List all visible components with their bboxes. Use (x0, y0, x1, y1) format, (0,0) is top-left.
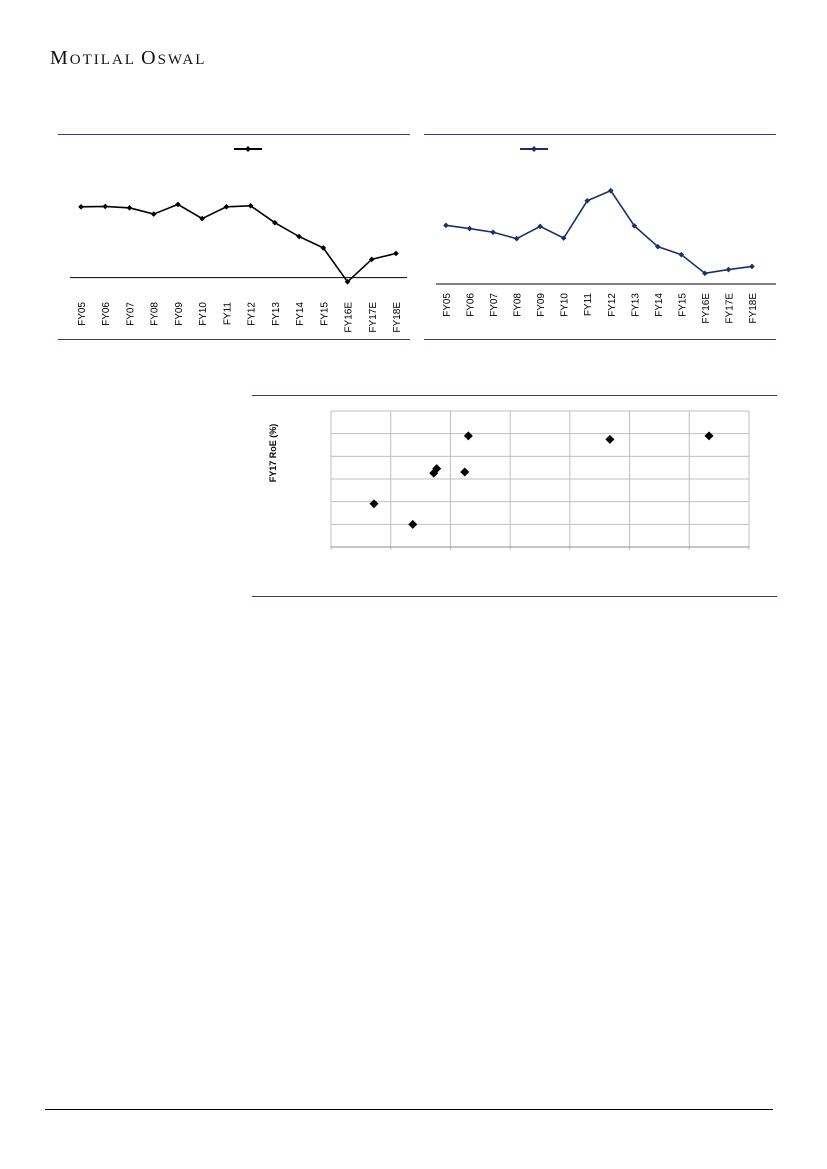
x-tick-label-fy16e: FY16E (701, 293, 712, 324)
scatter-point-8 (704, 431, 714, 441)
x-tick-label-fy18e: FY18E (748, 293, 759, 324)
x-tick-label-fy14: FY14 (654, 293, 665, 317)
line-chart-left: FY05 FY06 FY07 FY08 FY09 FY10 FY11 FY12 FY13 FY14… (70, 146, 407, 333)
footer-rule (45, 1109, 773, 1110)
x-tick-label-fy17e: FY17E (368, 302, 379, 333)
x-tick-label-fy14: FY14 (295, 302, 306, 326)
scatter-point-2 (408, 519, 418, 529)
brand-word-oswal-rest: SWAL (157, 52, 207, 68)
x-tick-label-fy10: FY10 (560, 293, 571, 317)
chart1-bottom-rule (58, 339, 410, 340)
data-point-fy10 (560, 235, 567, 241)
data-point-fy06 (466, 225, 473, 232)
x-tick-label-fy10: FY10 (198, 302, 209, 326)
chart2-bottom-rule (424, 339, 776, 340)
x-tick-label-fy07: FY07 (489, 293, 500, 317)
brand-logo: MOTILAL OSWAL (50, 47, 206, 70)
x-tick-label-fy05: FY05 (77, 302, 88, 326)
data-point-fy16e (702, 270, 708, 277)
x-tick-label-fy05: FY05 (442, 293, 453, 317)
series-line (445, 189, 753, 275)
data-point-fy08 (513, 235, 520, 242)
data-point-fy11 (223, 204, 230, 210)
scatter-point-5 (460, 467, 470, 477)
x-tick-label-fy13: FY13 (271, 302, 282, 326)
brand-word-motilal-rest: OTILAL (69, 52, 136, 68)
data-point-fy07 (490, 229, 496, 236)
x-tick-label-fy07: FY07 (125, 302, 136, 326)
x-tick-label-fy18e: FY18E (392, 302, 403, 333)
data-point-fy17e (368, 256, 375, 263)
chart2-top-rule (424, 134, 776, 135)
scatter-point-1 (369, 499, 379, 509)
line-chart-right: FY05 FY06 FY07 FY08 FY09 FY10 FY11 FY12 FY13 FY14… (436, 146, 776, 324)
data-point-fy09 (537, 223, 543, 230)
x-tick-label-fy15: FY15 (319, 302, 330, 326)
scatter-chart (330, 410, 750, 550)
x-tick-label-fy17e: FY17E (724, 293, 735, 324)
scatter-point-4 (432, 464, 442, 474)
scatter-point-7 (605, 434, 615, 444)
data-point-fy11 (584, 198, 591, 204)
x-tick-label-fy06: FY06 (101, 302, 112, 326)
x-tick-label-fy08: FY08 (513, 293, 524, 317)
data-point-fy06 (102, 203, 109, 210)
series-line (80, 203, 397, 283)
x-tick-label-fy12: FY12 (607, 293, 618, 317)
legend-diamond (531, 146, 537, 152)
data-point-fy15 (678, 251, 685, 258)
scatter-point-6 (463, 431, 473, 441)
brand-initial-m: M (50, 47, 70, 69)
x-tick-label-fy13: FY13 (630, 293, 641, 317)
data-point-fy15 (320, 245, 327, 251)
legend-marker (520, 146, 548, 152)
chart1-top-rule (58, 134, 410, 135)
x-tick-label-fy09: FY09 (536, 293, 547, 317)
legend-diamond (245, 146, 251, 152)
data-point-fy18e (749, 263, 755, 270)
data-point-fy08 (150, 211, 157, 217)
data-point-fy05 (78, 204, 84, 210)
data-point-fy14 (296, 233, 302, 240)
data-point-fy05 (443, 222, 449, 229)
x-tick-label-fy09: FY09 (174, 302, 185, 326)
x-tick-label-fy06: FY06 (466, 293, 477, 317)
x-tick-label-fy12: FY12 (247, 302, 258, 326)
data-point-fy13 (631, 223, 638, 229)
data-point-fy16e (344, 278, 351, 285)
x-tick-label-fy11: FY11 (222, 302, 233, 326)
data-point-fy14 (655, 243, 661, 250)
x-tick-label-fy15: FY15 (677, 293, 688, 317)
legend-marker (234, 146, 262, 152)
data-point-fy18e (393, 250, 399, 257)
data-point-fy17e (725, 266, 732, 273)
chart3-bottom-rule (252, 596, 777, 597)
data-point-fy07 (126, 205, 133, 211)
data-point-fy12 (607, 187, 614, 194)
chart3-top-rule (252, 395, 777, 396)
x-tick-label-fy11: FY11 (583, 293, 594, 317)
x-tick-label-fy08: FY08 (150, 302, 161, 326)
x-tick-label-fy16e: FY16E (344, 302, 355, 333)
brand-initial-o: O (141, 47, 158, 69)
